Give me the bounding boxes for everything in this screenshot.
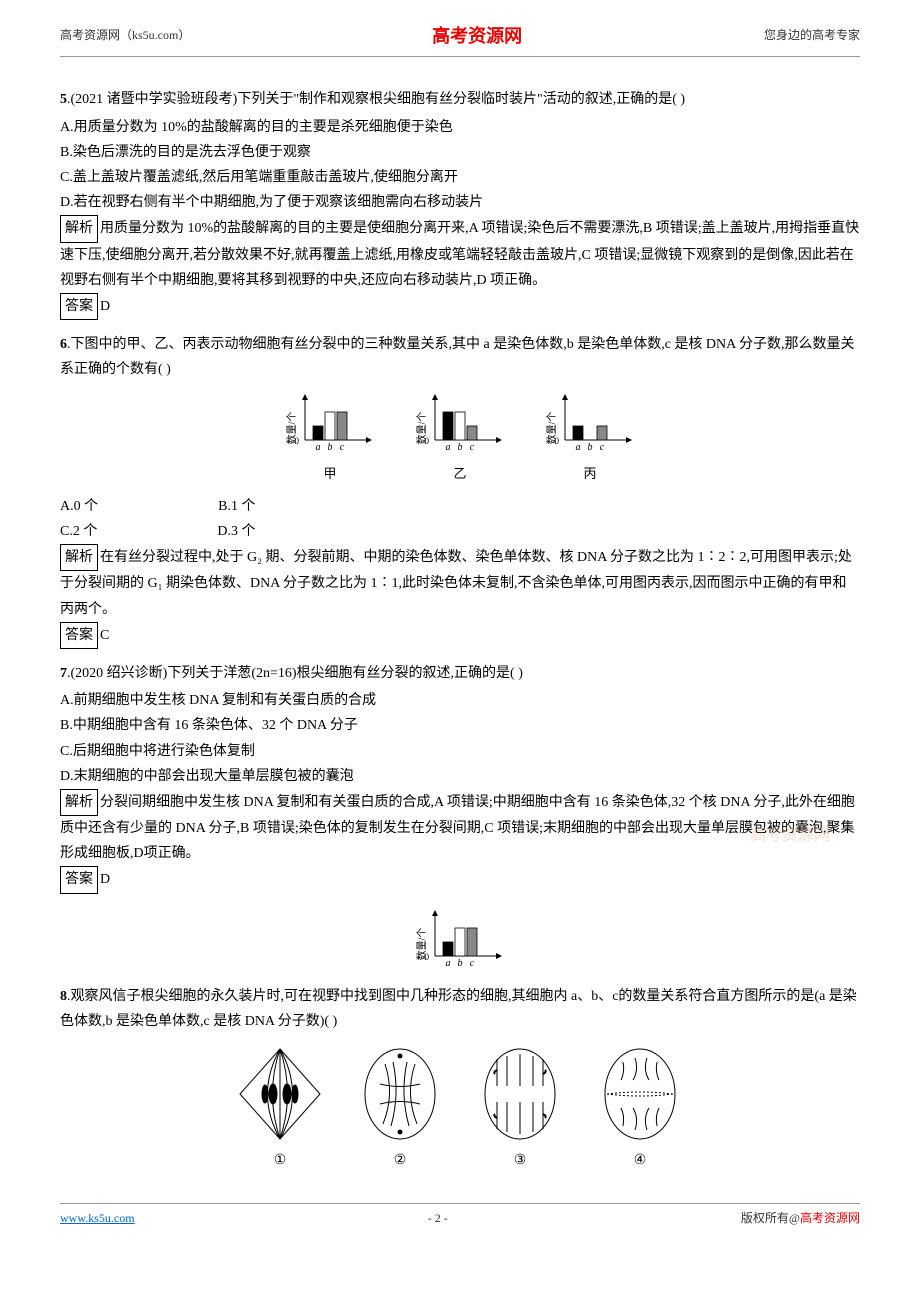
q6-options-row1: A.0 个 B.1 个 bbox=[60, 494, 860, 519]
q6-options-row2: C.2 个 D.3 个 bbox=[60, 519, 860, 544]
q5-stem: 5.(2021 诸暨中学实验班段考)下列关于"制作和观察根尖细胞有丝分裂临时装片… bbox=[60, 87, 860, 112]
header-left: 高考资源网（ks5u.com） bbox=[60, 25, 190, 47]
q5-option-b: B.染色后漂洗的目的是洗去浮色便于观察 bbox=[60, 140, 860, 165]
svg-text:0: 0 bbox=[555, 436, 560, 446]
cell-diagram-label: ④ bbox=[595, 1148, 685, 1173]
footer-link[interactable]: www.ks5u.com bbox=[60, 1208, 135, 1230]
q6-option-a: A.0 个 bbox=[60, 494, 98, 519]
bar-chart-svg: 数量/个 0 abc bbox=[415, 390, 505, 460]
svg-text:0: 0 bbox=[295, 436, 300, 446]
question-5: 5.(2021 诸暨中学实验班段考)下列关于"制作和观察根尖细胞有丝分裂临时装片… bbox=[60, 87, 860, 320]
q7-answer: 答案D bbox=[60, 866, 860, 893]
svg-text:c: c bbox=[340, 442, 345, 453]
q6-option-b: B.1 个 bbox=[218, 494, 255, 519]
q8-stem: 8.观察风信子根尖细胞的永久装片时,可在视野中找到图中几种形态的细胞,其细胞内 … bbox=[60, 984, 860, 1034]
cell-diagram: ② bbox=[355, 1044, 445, 1173]
svg-text:b: b bbox=[458, 442, 463, 453]
cell-diagram-label: ② bbox=[355, 1148, 445, 1173]
q5-option-d: D.若在视野右侧有半个中期细胞,为了便于观察该细胞需向右移动装片 bbox=[60, 190, 860, 215]
bar-chart-svg: 数量/个 0 abc bbox=[545, 390, 635, 460]
q5-option-c: C.盖上盖玻片覆盖滤纸,然后用笔端重重敲击盖玻片,使细胞分离开 bbox=[60, 165, 860, 190]
question-7: 7.(2020 绍兴诊断)下列关于洋葱(2n=16)根尖细胞有丝分裂的叙述,正确… bbox=[60, 661, 860, 894]
q5-answer: 答案D bbox=[60, 293, 860, 320]
bar-chart-svg: 数量/个 0 abc bbox=[415, 906, 505, 976]
page-footer: www.ks5u.com - 2 - 版权所有@高考资源网 bbox=[60, 1203, 860, 1230]
watermark: 高考资源网 bbox=[750, 822, 830, 851]
q6-stem: 6.下图中的甲、乙、丙表示动物细胞有丝分裂中的三种数量关系,其中 a 是染色体数… bbox=[60, 332, 860, 382]
q8-chart: 数量/个 0 abc bbox=[60, 906, 860, 976]
q7-option-b: B.中期细胞中含有 16 条染色体、32 个 DNA 分子 bbox=[60, 713, 860, 738]
svg-text:b: b bbox=[458, 958, 463, 969]
svg-text:a: a bbox=[316, 442, 321, 453]
chart-panel: 数量/个 0 abc 甲 bbox=[285, 390, 375, 485]
svg-text:b: b bbox=[588, 442, 593, 453]
q6-option-d: D.3 个 bbox=[217, 519, 255, 544]
q6-explain: 解析在有丝分裂过程中,处于 G₂ 期、分裂前期、中期的染色体数、染色单体数、核 … bbox=[60, 544, 860, 622]
footer-page-number: - 2 - bbox=[428, 1208, 448, 1230]
q6-option-c: C.2 个 bbox=[60, 519, 97, 544]
q8-cell-images: ① ② ③ ④ bbox=[60, 1044, 860, 1173]
chart-panel-name: 乙 bbox=[415, 462, 505, 485]
q7-option-d: D.末期细胞的中部会出现大量单层膜包被的囊泡 bbox=[60, 764, 860, 789]
svg-text:c: c bbox=[470, 442, 475, 453]
chart-panel: 数量/个 0 abc bbox=[415, 906, 505, 976]
svg-text:b: b bbox=[328, 442, 333, 453]
header-right: 您身边的高考专家 bbox=[764, 25, 860, 47]
question-8: 8.观察风信子根尖细胞的永久装片时,可在视野中找到图中几种形态的细胞,其细胞内 … bbox=[60, 984, 860, 1174]
chart-panel: 数量/个 0 abc 丙 bbox=[545, 390, 635, 485]
svg-text:0: 0 bbox=[425, 952, 430, 962]
svg-text:a: a bbox=[446, 958, 451, 969]
q7-stem: 7.(2020 绍兴诊断)下列关于洋葱(2n=16)根尖细胞有丝分裂的叙述,正确… bbox=[60, 661, 860, 686]
q5-explain: 解析用质量分数为 10%的盐酸解离的目的主要是使细胞分离开来,A 项错误;染色后… bbox=[60, 215, 860, 293]
chart-panel-name: 甲 bbox=[285, 462, 375, 485]
q6-answer: 答案C bbox=[60, 622, 860, 649]
cell-diagram: ③ bbox=[475, 1044, 565, 1173]
chart-panel-name: 丙 bbox=[545, 462, 635, 485]
cell-diagram-label: ① bbox=[235, 1148, 325, 1173]
q7-explain: 解析分裂间期细胞中发生核 DNA 复制和有关蛋白质的合成,A 项错误;中期细胞中… bbox=[60, 789, 860, 867]
svg-text:0: 0 bbox=[425, 436, 430, 446]
svg-text:a: a bbox=[446, 442, 451, 453]
cell-diagram: ④ bbox=[595, 1044, 685, 1173]
svg-text:a: a bbox=[576, 442, 581, 453]
cell-diagram-label: ③ bbox=[475, 1148, 565, 1173]
header-center: 高考资源网 bbox=[432, 20, 522, 52]
bar-chart-svg: 数量/个 0 abc bbox=[285, 390, 375, 460]
cell-diagram: ① bbox=[235, 1044, 325, 1173]
question-6: 6.下图中的甲、乙、丙表示动物细胞有丝分裂中的三种数量关系,其中 a 是染色体数… bbox=[60, 332, 860, 649]
q7-option-c: C.后期细胞中将进行染色体复制 bbox=[60, 739, 860, 764]
svg-text:c: c bbox=[600, 442, 605, 453]
q6-charts: 数量/个 0 abc 甲 数量/个 0 abc 乙 数量/个 0 abc 丙 bbox=[60, 390, 860, 485]
q7-option-a: A.前期细胞中发生核 DNA 复制和有关蛋白质的合成 bbox=[60, 688, 860, 713]
page-header: 高考资源网（ks5u.com） 高考资源网 您身边的高考专家 bbox=[60, 20, 860, 57]
footer-copyright: 版权所有@高考资源网 bbox=[741, 1208, 860, 1230]
q5-option-a: A.用质量分数为 10%的盐酸解离的目的主要是杀死细胞便于染色 bbox=[60, 115, 860, 140]
chart-panel: 数量/个 0 abc 乙 bbox=[415, 390, 505, 485]
svg-text:c: c bbox=[470, 958, 475, 969]
